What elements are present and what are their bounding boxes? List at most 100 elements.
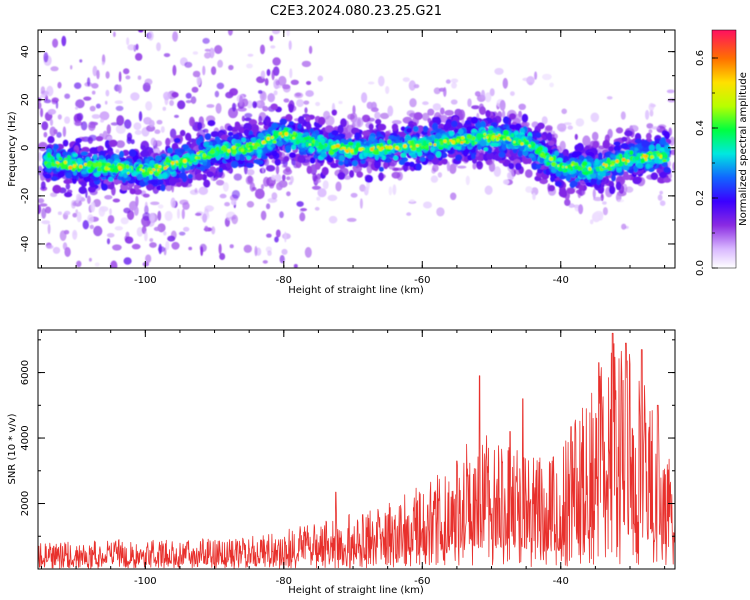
heatmap-cell bbox=[484, 92, 492, 103]
heatmap-cell bbox=[361, 130, 371, 136]
heatmap-cell bbox=[64, 192, 73, 198]
heatmap-cell bbox=[663, 131, 671, 140]
spectrogram-heatmap bbox=[38, 30, 675, 268]
heatmap-cell bbox=[138, 111, 143, 122]
heatmap-cell bbox=[80, 151, 89, 156]
heatmap-cell bbox=[93, 225, 103, 237]
heatmap-cell bbox=[422, 101, 429, 106]
heatmap-cell bbox=[275, 80, 280, 86]
heatmap-cell bbox=[592, 140, 600, 149]
heatmap-cell bbox=[632, 176, 642, 185]
heatmap-cell bbox=[657, 194, 663, 201]
heatmap-cell bbox=[271, 174, 276, 181]
heatmap-cell bbox=[383, 161, 389, 170]
heatmap-cell bbox=[337, 172, 346, 180]
heatmap-cell bbox=[563, 122, 572, 126]
heatmap-cell bbox=[114, 100, 124, 104]
heatmap-cell bbox=[323, 110, 331, 120]
heatmap-cell bbox=[39, 203, 48, 207]
heatmap-cell bbox=[548, 185, 555, 192]
heatmap-cell bbox=[258, 90, 263, 94]
heatmap-cell bbox=[92, 154, 98, 160]
heatmap-cell bbox=[547, 140, 555, 146]
heatmap-cell bbox=[107, 215, 115, 224]
heatmap-cell bbox=[43, 52, 49, 63]
heatmap-cell bbox=[124, 119, 132, 129]
heatmap-cell bbox=[211, 226, 216, 235]
heatmap-cell bbox=[440, 107, 445, 115]
heatmap-cell bbox=[114, 226, 124, 231]
heatmap-cell bbox=[613, 141, 621, 146]
heatmap-cell bbox=[471, 105, 480, 110]
heatmap-cell bbox=[144, 201, 148, 212]
heatmap-cell bbox=[354, 117, 364, 128]
heatmap-cell bbox=[239, 95, 243, 106]
heatmap-cell bbox=[275, 229, 281, 238]
heatmap-cell bbox=[113, 31, 116, 38]
heatmap-cell bbox=[343, 175, 351, 180]
heatmap-cell bbox=[52, 246, 61, 254]
heatmap-cell bbox=[308, 45, 313, 55]
heatmap-cell bbox=[215, 179, 225, 186]
heatmap-cell bbox=[388, 186, 393, 196]
heatmap-cell bbox=[296, 201, 304, 207]
heatmap-cell bbox=[254, 245, 258, 257]
heatmap-cell bbox=[174, 114, 179, 118]
heatmap-cell bbox=[202, 37, 210, 44]
heatmap-cell bbox=[154, 140, 163, 147]
heatmap-cell bbox=[375, 118, 382, 125]
heatmap-cell bbox=[419, 156, 426, 162]
heatmap-cell bbox=[294, 92, 304, 99]
heatmap-cell bbox=[286, 176, 291, 181]
heatmap-cell bbox=[57, 171, 65, 178]
heatmap-cell bbox=[398, 159, 406, 166]
heatmap-cell bbox=[244, 113, 253, 118]
heatmap-cell bbox=[659, 200, 666, 206]
heatmap-cell bbox=[188, 246, 193, 251]
heatmap-cell bbox=[206, 104, 215, 108]
heatmap-cell bbox=[648, 129, 653, 134]
heatmap-cell bbox=[127, 44, 136, 51]
heatmap-cell bbox=[171, 91, 179, 98]
heatmap-cell bbox=[196, 75, 202, 86]
heatmap-cell bbox=[445, 79, 451, 84]
heatmap-cell bbox=[63, 210, 71, 216]
heatmap-cell bbox=[457, 165, 467, 169]
heatmap-cell bbox=[575, 118, 585, 127]
heatmap-cell bbox=[192, 70, 201, 78]
heatmap-cell bbox=[112, 244, 122, 251]
heatmap-cell bbox=[391, 171, 401, 179]
heatmap-cell bbox=[314, 161, 321, 170]
heatmap-cell bbox=[577, 189, 582, 199]
heatmap-cell bbox=[145, 158, 150, 164]
heatmap-cell bbox=[525, 186, 533, 193]
heatmap-cell bbox=[71, 200, 76, 209]
heatmap-cell bbox=[104, 195, 113, 200]
heatmap-cell bbox=[337, 124, 344, 134]
heatmap-cell bbox=[128, 149, 137, 157]
heatmap-cell bbox=[304, 247, 312, 258]
heatmap-cell bbox=[615, 127, 624, 134]
heatmap-cell bbox=[498, 151, 506, 158]
heatmap-cell bbox=[374, 111, 381, 120]
heatmap-cell bbox=[110, 122, 119, 126]
heatmap-cell bbox=[318, 116, 326, 126]
heatmap-cell bbox=[456, 122, 463, 128]
heatmap-cell bbox=[194, 188, 198, 193]
heatmap-cell bbox=[561, 108, 567, 115]
heatmap-cell bbox=[378, 75, 385, 87]
heatmap-cell bbox=[608, 185, 616, 195]
heatmap-cell bbox=[281, 164, 288, 168]
heatmap-cell bbox=[450, 78, 459, 84]
heatmap-cell bbox=[156, 42, 161, 52]
heatmap-cell bbox=[197, 122, 203, 130]
heatmap-cell bbox=[554, 181, 562, 187]
heatmap-cell bbox=[133, 188, 143, 195]
heatmap-cell bbox=[135, 53, 143, 61]
heatmap-cell bbox=[391, 123, 399, 131]
heatmap-cell bbox=[556, 123, 567, 132]
heatmap-cell bbox=[162, 106, 167, 111]
heatmap-cell bbox=[195, 212, 202, 216]
heatmap-cell bbox=[345, 133, 352, 139]
heatmap-cell bbox=[145, 101, 153, 111]
